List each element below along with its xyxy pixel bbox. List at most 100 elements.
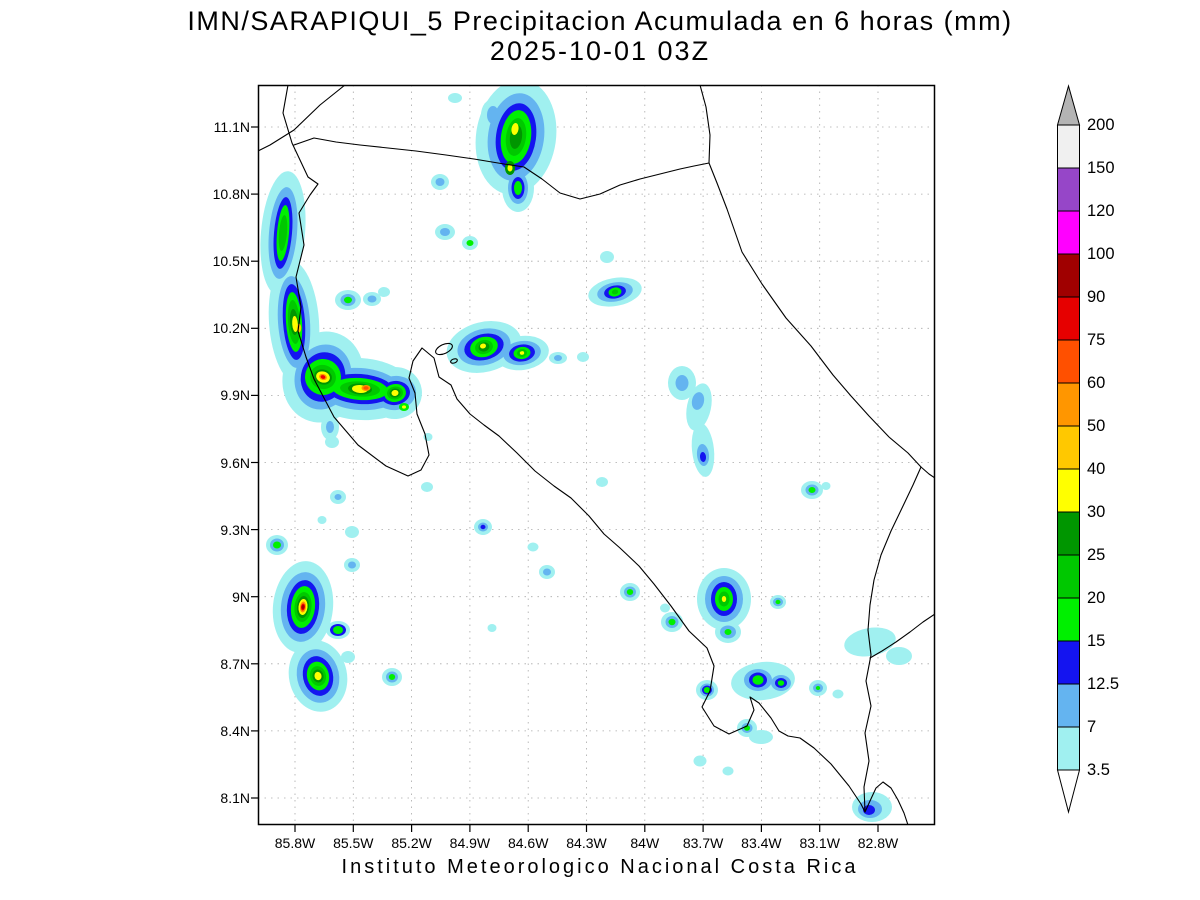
lon-tick-label: 84.9W (449, 835, 491, 851)
colorbar-tick-label: 25 (1087, 546, 1106, 564)
colorbar-tick-label: 12.5 (1087, 675, 1120, 693)
precip-contour (675, 375, 689, 391)
precip-contour (402, 405, 406, 409)
colorbar-segment (1057, 726, 1080, 771)
lon-tick-label: 84.6W (507, 835, 549, 851)
precip-contour (278, 215, 288, 251)
axis-ticks (251, 126, 879, 832)
precip-contour (519, 351, 525, 355)
lat-tick-label: 8.7N (220, 655, 250, 672)
precip-contour (611, 289, 619, 295)
lat-tick-label: 11.1N (213, 119, 250, 135)
colorbar-segment (1057, 339, 1080, 384)
colorbar-segment (1057, 554, 1080, 599)
lat-tick-label: 9N (232, 588, 250, 605)
colorbar-segment (1057, 253, 1080, 298)
colorbar-segment (1057, 597, 1080, 642)
chart-title: IMN/SARAPIQUI_5 Precipitacion Acumulada … (187, 6, 1013, 36)
colorbar-segment (1057, 511, 1080, 556)
precip-contour (722, 766, 734, 776)
lat-tick-label: 10.5N (212, 253, 250, 270)
colorbar-segment (1057, 296, 1080, 341)
precip-contour (752, 675, 764, 685)
pacific-coastline (282, 85, 909, 825)
colorbar-tick-label: 30 (1087, 503, 1106, 521)
colorbar-tick-label: 200 (1087, 116, 1115, 134)
lat-tick-label: 9.3N (220, 521, 250, 538)
lon-tick-label: 82.8W (857, 835, 899, 851)
colorbar-segment (1057, 683, 1080, 728)
precip-contour (273, 541, 281, 549)
precip-contour (388, 674, 396, 680)
precip-contour (480, 524, 486, 530)
colorbar-tick-label: 3.5 (1087, 761, 1110, 779)
lat-tick-label: 10.8N (212, 186, 250, 203)
chiriqui-coastline (869, 613, 935, 659)
precip-contour (703, 687, 711, 693)
panama-border (863, 466, 922, 813)
colorbar-tick-label: 120 (1087, 202, 1115, 220)
precip-contour (626, 589, 634, 595)
precip-contour (320, 375, 326, 379)
precip-contour (844, 627, 896, 657)
lake-nicaragua-shore (258, 85, 346, 152)
colorbar-under-arrow (1056, 769, 1081, 814)
precip-contour (326, 421, 334, 433)
precip-contour (378, 287, 390, 297)
lon-tick-label: 85.5W (333, 835, 374, 851)
precip-contour (440, 228, 450, 236)
precip-contour (693, 755, 707, 767)
colorbar-tick-label: 60 (1087, 374, 1106, 392)
precip-contour (808, 487, 816, 493)
colorbar-tick-label: 50 (1087, 417, 1106, 435)
lat-tick-label: 10.2N (212, 320, 250, 337)
colorbar-segment (1057, 640, 1080, 685)
nicaragua-border (293, 137, 710, 200)
precip-contour (391, 389, 399, 397)
lon-tick-label: 85.2W (391, 835, 432, 851)
colorbar-segment (1057, 124, 1080, 169)
precip-contour (507, 164, 513, 172)
lon-tick-label: 83.7W (682, 835, 724, 851)
colorbar-segment (1057, 210, 1080, 255)
precip-contour (749, 730, 773, 744)
chart-subtitle: 2025-10-01 03Z (489, 36, 711, 66)
colorbar-tick-label: 7 (1087, 718, 1097, 736)
precip-contour (777, 680, 785, 686)
precipitation-field (260, 85, 912, 822)
map-canvas (251, 84, 936, 832)
colorbar-tick-label: 100 (1087, 245, 1115, 263)
precip-contour (724, 629, 732, 635)
lat-tick-label: 8.1N (220, 790, 250, 806)
precip-contour (511, 123, 519, 135)
precip-contour (775, 599, 781, 605)
precip-contour (301, 605, 305, 609)
precip-contour (815, 686, 821, 690)
precip-contour (333, 626, 343, 634)
colorbar-tick-label: 40 (1087, 460, 1106, 478)
colorbar-tick-label: 15 (1087, 632, 1106, 650)
precip-contour (660, 603, 670, 613)
lat-tick-label: 8.4N (220, 722, 250, 739)
precip-contour (367, 295, 377, 303)
plot-border (257, 84, 936, 826)
chira-island (435, 342, 453, 356)
lon-tick-label: 83.4W (741, 835, 782, 851)
coastline-borders (258, 85, 935, 825)
colorbar-segment (1057, 167, 1080, 212)
colorbar-segment (1057, 468, 1080, 513)
precip-contour (699, 452, 707, 462)
lon-tick-label: 83.1W (799, 835, 840, 851)
precip-contour (527, 542, 539, 552)
precip-contour (480, 343, 486, 349)
colorbar-tick-label: 150 (1087, 159, 1115, 177)
precip-contour (821, 482, 831, 490)
lon-tick-label: 85.8W (274, 835, 316, 851)
precip-contour (514, 181, 522, 195)
colorbar-tick-label: 20 (1087, 589, 1106, 607)
precip-contour (334, 494, 342, 500)
precip-contour (668, 618, 676, 626)
lon-tick-label: 84.3W (566, 835, 607, 851)
colorbar-legend (1056, 84, 1081, 825)
